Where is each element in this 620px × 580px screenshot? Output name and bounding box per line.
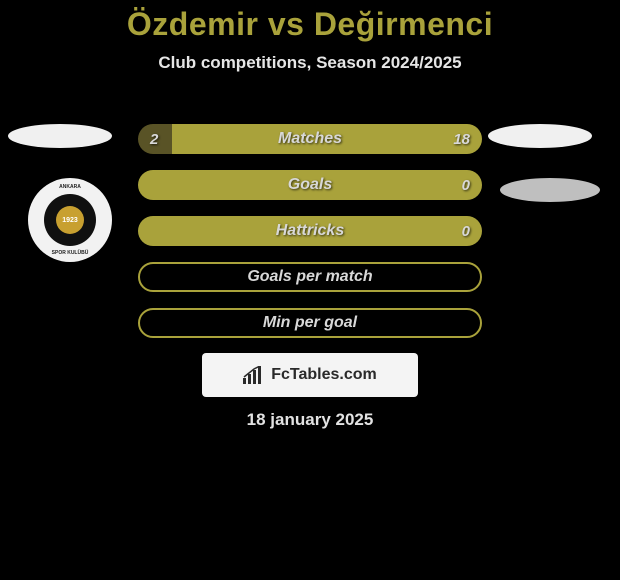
value-right: 0: [462, 170, 470, 200]
bar-chart-icon: [243, 366, 265, 384]
comparison-row: Min per goal: [138, 308, 482, 338]
row-label: Hattricks: [138, 216, 482, 246]
row-label: Goals: [138, 170, 482, 200]
club-ring-bottom: SPOR KULÜBÜ: [28, 250, 112, 256]
comparison-row: Goals0: [138, 170, 482, 200]
attribution-text: FcTables.com: [271, 366, 377, 384]
value-right: 18: [453, 124, 470, 154]
comparison-row: Goals per match: [138, 262, 482, 292]
row-label: Min per goal: [140, 310, 480, 336]
attribution-box: FcTables.com: [202, 353, 418, 397]
subtitle: Club competitions, Season 2024/2025: [0, 53, 620, 73]
page-title: Özdemir vs Değirmenci: [0, 0, 620, 43]
date-text: 18 january 2025: [0, 410, 620, 430]
comparison-rows: Matches218Goals0Hattricks0Goals per matc…: [138, 124, 482, 354]
player-right-badge: [488, 124, 592, 148]
player-left-badge: [8, 124, 112, 148]
club-year: 1923: [56, 206, 84, 234]
row-label: Matches: [138, 124, 482, 154]
club-left-logo: ANKARA 1923 SPOR KULÜBÜ: [28, 178, 112, 262]
comparison-row: Matches2 18: [138, 124, 482, 154]
row-label: Goals per match: [140, 264, 480, 290]
value-right: 0: [462, 216, 470, 246]
club-ring-top: ANKARA: [28, 184, 112, 190]
title-text: Özdemir vs Değirmenci: [127, 6, 493, 42]
value-left: 2: [150, 124, 158, 154]
comparison-row: Hattricks0: [138, 216, 482, 246]
club-right-badge: [500, 178, 600, 202]
